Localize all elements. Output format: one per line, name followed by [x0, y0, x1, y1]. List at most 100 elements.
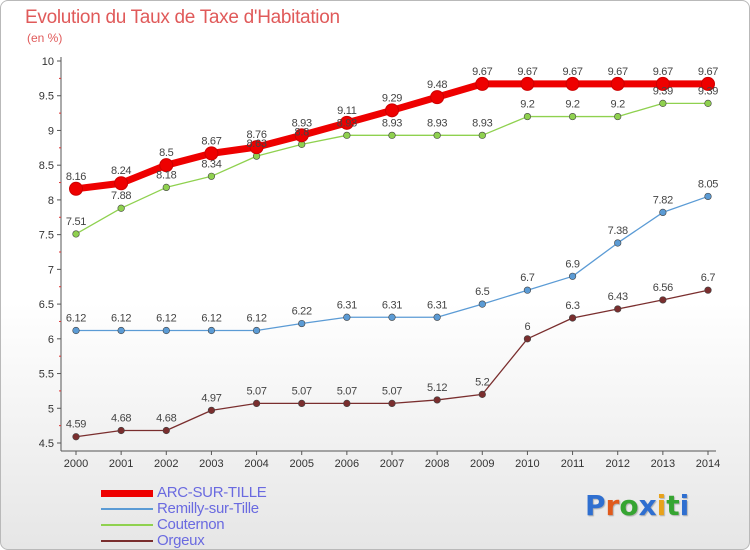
data-label: 6.43	[608, 291, 628, 303]
x-tick-label: 2000	[64, 458, 88, 470]
logo-letter: i	[656, 489, 667, 522]
data-point	[298, 399, 306, 408]
data-point	[520, 76, 535, 91]
data-label: 7.38	[608, 225, 628, 237]
data-point	[568, 112, 577, 121]
data-point	[659, 99, 667, 107]
data-point	[701, 76, 715, 91]
data-point	[704, 192, 712, 201]
data-point	[117, 326, 125, 335]
data-point	[478, 390, 486, 398]
data-point	[433, 131, 441, 139]
data-point	[207, 406, 216, 414]
data-label: 4.68	[111, 412, 131, 424]
data-label: 6.7	[520, 272, 535, 284]
data-label: 8.63	[246, 138, 266, 150]
data-point	[388, 399, 396, 408]
data-label: 8.5	[159, 147, 174, 159]
data-point	[343, 399, 351, 408]
y-tick-label: 8.5	[39, 160, 54, 172]
data-point	[565, 76, 580, 91]
data-point	[568, 314, 577, 322]
data-point	[388, 131, 396, 139]
data-label: 6.12	[156, 312, 176, 324]
x-tick-label: 2014	[696, 458, 720, 470]
data-label: 6.5	[475, 286, 490, 298]
y-tick-label: 7	[48, 264, 54, 276]
data-label: 8.76	[246, 129, 266, 141]
data-label: 6.12	[111, 312, 131, 324]
data-label: 4.97	[201, 392, 221, 404]
data-point	[249, 140, 264, 155]
data-label: 9.2	[565, 99, 580, 111]
logo-letter: i	[679, 489, 690, 522]
data-point	[475, 76, 490, 91]
data-point	[72, 326, 80, 335]
data-point	[294, 128, 309, 143]
logo-letter: t	[666, 489, 680, 522]
data-label: 5.12	[427, 382, 447, 394]
data-label: 6.12	[246, 312, 266, 324]
legend-label: ARC-SUR-TILLE	[157, 484, 267, 501]
data-point	[114, 176, 129, 191]
data-point	[614, 239, 622, 247]
data-label: 6.31	[382, 299, 402, 311]
data-label: 6.22	[292, 306, 312, 318]
logo-letter: P	[585, 489, 606, 522]
data-point	[430, 90, 445, 105]
y-tick-label: 6	[48, 334, 54, 346]
x-tick-label: 2001	[109, 458, 133, 470]
data-label: 8.24	[111, 165, 131, 177]
data-label: 9.2	[520, 99, 535, 111]
data-label: 8.93	[337, 117, 357, 129]
legend-swatch	[101, 540, 153, 542]
data-point	[117, 204, 125, 212]
unit-label: (en %)	[27, 31, 63, 45]
data-point	[159, 158, 174, 173]
data-label: 6.12	[66, 312, 86, 324]
y-tick-label: 5	[48, 403, 54, 415]
data-point	[478, 300, 486, 308]
data-point	[162, 326, 170, 335]
data-point	[207, 326, 216, 335]
data-label: 6.9	[565, 258, 580, 270]
x-tick-label: 2012	[605, 458, 629, 470]
legend-swatch	[101, 508, 153, 510]
data-point	[69, 181, 83, 196]
data-point	[478, 131, 486, 139]
data-point	[204, 146, 219, 161]
logo-letter: x	[638, 489, 657, 522]
data-label: 6.3	[565, 300, 580, 312]
data-label: 7.88	[111, 190, 131, 202]
data-label: 9.39	[653, 85, 673, 97]
data-label: 9.67	[698, 66, 718, 78]
data-label: 5.07	[246, 385, 266, 397]
data-point	[72, 433, 80, 441]
data-point	[343, 313, 351, 321]
data-point	[207, 172, 216, 180]
y-tick-label: 10	[42, 56, 54, 68]
data-label: 8.93	[427, 117, 447, 129]
x-tick-label: 2003	[199, 458, 223, 470]
y-tick-label: 5.5	[39, 369, 54, 381]
data-label: 7.51	[66, 216, 86, 228]
x-tick-label: 2006	[335, 458, 359, 470]
data-point	[614, 305, 622, 313]
data-label: 8.67	[201, 135, 221, 147]
data-label: 9.48	[427, 79, 447, 91]
data-label: 6.31	[427, 299, 447, 311]
data-point	[388, 313, 396, 321]
proxiti-logo: Proxiti	[585, 489, 689, 522]
legend-label: Orgeux	[157, 532, 205, 549]
x-tick-label: 2009	[470, 458, 494, 470]
data-label: 9.39	[698, 85, 718, 97]
data-label: 8.16	[66, 171, 86, 183]
data-label: 8.05	[698, 178, 718, 190]
data-label: 8.34	[201, 158, 221, 170]
legend-label: Remilly-sur-Tille	[157, 500, 259, 517]
x-tick-label: 2008	[425, 458, 449, 470]
data-label: 9.11	[337, 105, 357, 117]
data-point	[659, 296, 667, 304]
